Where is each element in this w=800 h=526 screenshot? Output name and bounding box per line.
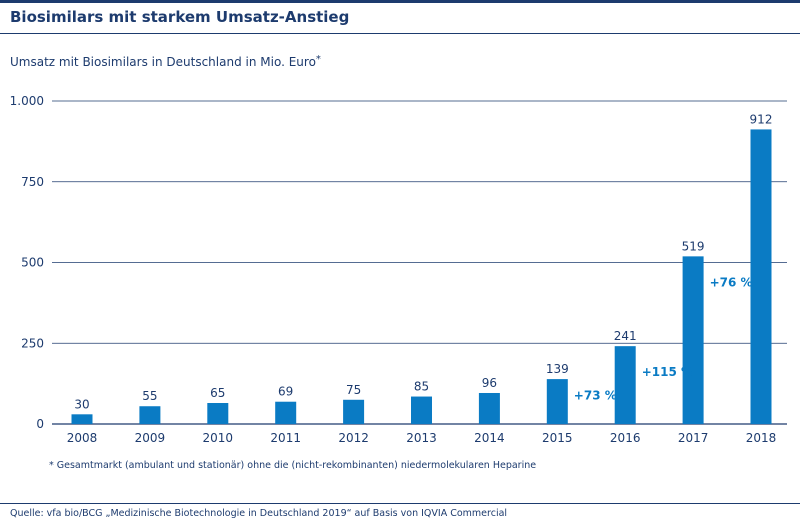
bar bbox=[614, 346, 636, 424]
top-border bbox=[0, 0, 800, 3]
x-tick-label: 2018 bbox=[746, 431, 777, 445]
x-tick-label: 2016 bbox=[610, 431, 641, 445]
bar-value-label: 96 bbox=[482, 376, 497, 390]
bar-value-label: 65 bbox=[210, 386, 225, 400]
bar bbox=[343, 399, 365, 424]
bar-value-label: 241 bbox=[614, 329, 637, 343]
bar-value-label: 912 bbox=[750, 112, 773, 126]
x-tick-label: 2013 bbox=[406, 431, 437, 445]
bar bbox=[682, 256, 704, 424]
x-tick-label: 2012 bbox=[338, 431, 369, 445]
bar-value-label: 85 bbox=[414, 380, 429, 394]
growth-annotation: +115 % bbox=[642, 365, 693, 379]
bar-value-label: 55 bbox=[142, 389, 157, 403]
x-tick-label: 2014 bbox=[474, 431, 505, 445]
x-tick-label: 2009 bbox=[135, 431, 166, 445]
bar bbox=[275, 401, 297, 424]
x-tick-label: 2015 bbox=[542, 431, 573, 445]
y-tick-label: 500 bbox=[21, 256, 44, 270]
bar bbox=[139, 406, 161, 424]
growth-annotation: +73 % bbox=[574, 388, 617, 402]
chart-subtitle: Umsatz mit Biosimilars in Deutschland in… bbox=[10, 54, 321, 69]
subtitle-text: Umsatz mit Biosimilars in Deutschland in… bbox=[10, 55, 316, 69]
chart-title: Biosimilars mit starkem Umsatz-Anstieg bbox=[10, 8, 350, 26]
bar bbox=[750, 129, 772, 424]
bar-value-label: 69 bbox=[278, 385, 293, 399]
bar-value-label: 519 bbox=[682, 239, 705, 253]
bar bbox=[546, 379, 568, 424]
footnote: * Gesamtmarkt (ambulant und stationär) o… bbox=[49, 460, 537, 471]
bar bbox=[71, 414, 93, 424]
y-tick-label: 1.000 bbox=[10, 94, 44, 108]
x-tick-label: 2017 bbox=[678, 431, 709, 445]
bar-value-label: 75 bbox=[346, 383, 361, 397]
bar-value-label: 30 bbox=[74, 397, 89, 411]
source-divider bbox=[0, 503, 800, 504]
bar-value-label: 139 bbox=[546, 362, 569, 376]
x-tick-label: 2011 bbox=[270, 431, 301, 445]
bar bbox=[207, 403, 229, 424]
bar bbox=[411, 396, 432, 424]
title-divider bbox=[0, 33, 800, 34]
x-tick-label: 2008 bbox=[67, 431, 98, 445]
y-tick-label: 750 bbox=[21, 175, 44, 189]
x-tick-label: 2010 bbox=[203, 431, 234, 445]
y-tick-label: 250 bbox=[21, 336, 44, 350]
bar bbox=[478, 392, 500, 424]
y-tick-label: 0 bbox=[36, 417, 44, 431]
subtitle-footnote-mark: * bbox=[315, 54, 321, 65]
growth-annotation: +76 % bbox=[710, 275, 753, 289]
source-note: Quelle: vfa bio/BCG „Medizinische Biotec… bbox=[10, 508, 508, 519]
